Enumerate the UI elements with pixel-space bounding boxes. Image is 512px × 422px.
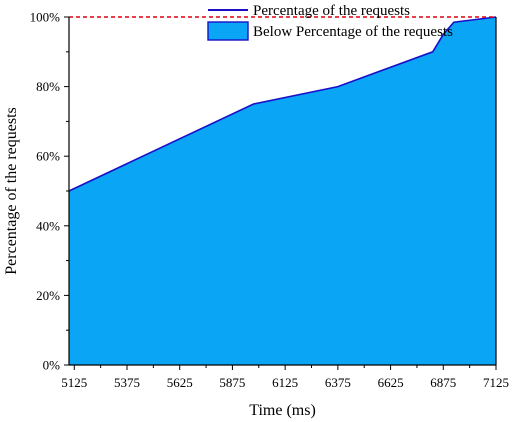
y-tick-label: 60% (36, 149, 60, 164)
legend-area-swatch (207, 21, 249, 41)
y-axis-title: Percentage of the requests (3, 107, 20, 274)
x-tick-label: 7125 (483, 375, 509, 390)
x-tick-label: 5375 (114, 375, 140, 390)
x-tick-label: 5125 (61, 375, 87, 390)
series-line (68, 16, 497, 192)
x-axis-title: Time (ms) (249, 402, 316, 419)
x-tick-label: 5875 (219, 375, 245, 390)
legend-label-line: Percentage of the requests (253, 3, 410, 19)
legend: Percentage of the requests Below Percent… (207, 3, 453, 41)
y-tick-label: 40% (36, 218, 60, 233)
y-tick-label: 0% (43, 358, 61, 373)
y-tick-label: 100% (30, 10, 61, 25)
area-layer (69, 17, 496, 365)
x-tick-label: 5625 (167, 375, 193, 390)
y-tick-label: 20% (36, 288, 60, 303)
line-layer (68, 16, 497, 192)
x-tick-label: 6875 (430, 375, 456, 390)
x-tick-label: 6125 (272, 375, 298, 390)
x-tick-label: 6625 (378, 375, 404, 390)
y-tick-label: 80% (36, 79, 60, 94)
y-ticks: 0% 20% 40% 60% 80% 100% (30, 10, 69, 373)
legend-label-area: Below Percentage of the requests (253, 24, 453, 40)
x-tick-label: 6375 (325, 375, 351, 390)
area-fill (69, 17, 496, 365)
x-ticks: 5125 5375 5625 5875 6125 6375 6625 6875 7125 (61, 365, 509, 390)
